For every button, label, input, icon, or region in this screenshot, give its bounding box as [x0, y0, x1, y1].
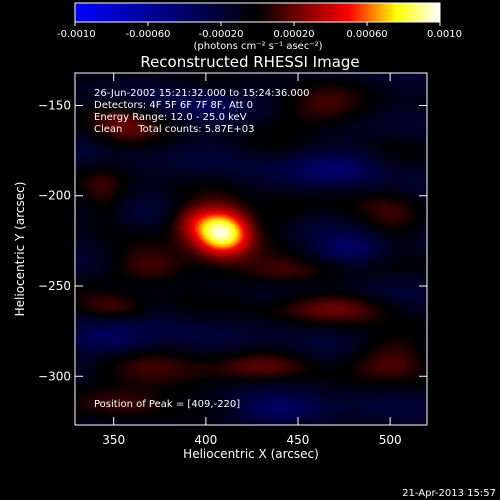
x-tick-label: 350	[102, 433, 125, 447]
y-tick-label: −200	[38, 189, 71, 203]
colorbar-unit-label: (photons cm⁻² s⁻¹ asec⁻²)	[193, 41, 322, 52]
colorbar-tick-label: 0.00060	[346, 29, 387, 40]
y-tick-label: −250	[38, 279, 71, 293]
x-axis-label: Heliocentric X (arcsec)	[183, 447, 319, 461]
colorbar-tick-label: -0.0010	[57, 29, 96, 40]
y-tick-label: −150	[38, 98, 71, 112]
colorbar-ticks: -0.0010 -0.00060 -0.00020 0.00020 0.00060 0.0…	[57, 22, 462, 40]
colorbar-tick-label: -0.00060	[126, 29, 171, 40]
colorbar-tick-label: 0.00020	[273, 29, 314, 40]
axis-ticks: 350 400 450 500 −150 −200 −250 −300	[38, 73, 427, 447]
annotation-clean: Clean Total counts: 5.87E+03	[94, 124, 254, 135]
colorbar-gradient	[74, 2, 441, 23]
annotation-detectors: Detectors: 4F 5F 6F 7F 8F, Att 0	[94, 100, 253, 111]
y-axis-label: Heliocentric Y (arcsec)	[13, 182, 27, 317]
annotation-time: 26-Jun-2002 15:21:32.000 to 15:24:36.000	[94, 88, 310, 99]
colorbar-tick-label: 0.0010	[427, 29, 462, 40]
x-tick-label: 400	[194, 433, 217, 447]
x-tick-label: 500	[379, 433, 402, 447]
x-tick-label: 450	[287, 433, 310, 447]
chart-title: Reconstructed RHESSI Image	[140, 53, 359, 71]
plot-frame	[74, 72, 428, 426]
heatmap-image	[75, 73, 427, 425]
colorbar-tick-label: -0.00020	[199, 29, 244, 40]
colorbar: -0.0010 -0.00060 -0.00020 0.00020 0.00060 0.0…	[57, 2, 462, 52]
peak-position-label: Position of Peak = [409,-220]	[94, 399, 240, 410]
annotation-energy: Energy Range: 12.0 - 25.0 keV	[94, 112, 247, 123]
image-area: 350 400 450 500 −150 −200 −250 −300	[38, 72, 428, 447]
y-tick-label: −300	[38, 369, 71, 383]
timestamp: 21-Apr-2013 15:57	[402, 488, 496, 499]
